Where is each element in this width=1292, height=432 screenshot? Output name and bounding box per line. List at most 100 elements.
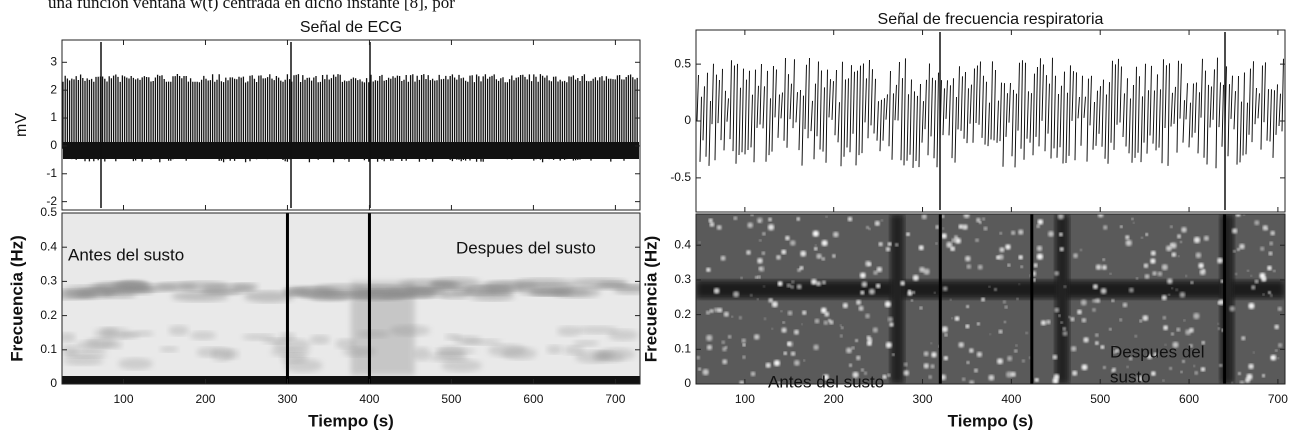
spectrogram-texture [1190,281,1194,285]
spectrogram-texture [335,338,356,349]
x-tick-label: 400 [1001,392,1021,406]
spectrogram-texture [100,327,118,339]
spectrogram-texture [1277,343,1283,348]
spectrogram-texture [171,291,229,302]
spectrogram-texture [962,224,968,230]
spectrogram-texture [437,346,466,359]
spectrogram-texture [906,232,910,237]
spectrogram-texture [557,326,581,337]
spectrogram-texture [1161,264,1168,271]
spectrogram-texture [1101,264,1107,270]
y-tick-label: 3 [50,54,57,68]
spectrogram-texture [978,221,982,224]
spectrogram-texture [919,266,925,273]
x-tick-label: 500 [1090,392,1110,406]
spectrogram-texture [1261,276,1267,282]
x-tick-label: 200 [824,392,844,406]
spectrogram-texture [963,214,970,219]
spectrogram-texture [999,247,1005,253]
spectrogram-texture [1081,317,1087,323]
plot-frame [695,213,1286,385]
spectrogram-texture [846,347,852,354]
spectrogram-texture [931,351,937,358]
y-tick-label: 0 [684,113,691,127]
spectrogram-texture [1193,236,1201,244]
spectrogram-texture [1194,371,1199,375]
spectrogram-texture [1003,320,1006,324]
spectrogram-texture [942,286,948,292]
spectrogram-texture [868,227,871,230]
spectrogram-texture [1167,278,1173,284]
spectrogram-texture [842,302,848,309]
spectrogram-texture [574,350,610,364]
spectrogram-texture [968,348,974,353]
spectrogram-texture [950,246,955,251]
spectrogram-texture [1122,302,1128,308]
spectrogram-texture [1007,263,1011,267]
spectrogram-texture [787,310,793,316]
spectrogram-texture [727,335,732,339]
spectrogram-texture [1055,214,1070,384]
spectrogram-texture [750,294,753,297]
spectrogram-texture [1092,284,1098,290]
spectrogram-texture [488,286,514,296]
spectrogram-texture [740,276,743,279]
y-tick-label: 0.2 [674,307,691,321]
spectrogram-texture [885,247,891,252]
spectrogram-texture [270,347,310,357]
spectrogram-texture [1166,245,1172,252]
spectrogram-texture [814,244,817,247]
y-tick-label: 0.4 [674,237,691,251]
spectrogram-texture [958,342,964,348]
spectrogram-texture [1277,357,1280,360]
spectrogram-texture [1270,294,1273,297]
spectrogram-texture [839,324,842,327]
spectrogram-texture [118,357,153,370]
spectrogram-texture [887,242,892,246]
spectrogram-texture [999,232,1002,235]
spectrogram-texture [62,376,640,384]
spectrogram-texture [310,292,351,302]
spectrogram-texture [1005,244,1011,250]
spectrogram-texture [576,326,619,335]
spectrogram-texture [1183,319,1186,322]
spectrogram-texture [865,313,870,319]
spectrogram-texture [882,374,887,379]
spectrogram-texture [839,334,843,338]
y-tick-label: -1 [46,166,57,180]
spectrogram-texture [1128,287,1134,293]
spectrogram-texture [563,345,585,355]
spectrogram-texture [1239,380,1245,384]
spectrogram-texture [1119,318,1123,322]
spectrogram-texture [1034,378,1039,383]
spectrogram-texture [441,359,483,372]
spectrogram-texture [895,243,899,247]
spectrogram-texture [747,222,753,228]
spectrogram-texture [873,270,878,275]
x-tick-label: 700 [1268,392,1288,406]
spectrogram-texture [1217,322,1220,325]
spectrogram-texture [1172,341,1179,348]
spectrogram-texture [1229,305,1235,312]
spectrogram-texture [912,291,916,294]
spectrogram-texture [935,242,938,245]
spectrogram-texture [1052,377,1059,384]
spectrogram-texture [196,347,223,358]
spectrogram-texture [696,355,700,360]
spectrogram-texture [1036,253,1044,260]
spectrogram-texture [1102,366,1106,370]
spectrogram-texture [1002,300,1006,304]
x-tick-label: 600 [523,392,543,406]
spectrogram-texture [1231,228,1238,234]
spectrogram-texture [1018,229,1024,235]
spectrogram-texture [722,346,727,352]
spectrogram-texture [1219,363,1223,367]
annotation: susto [1110,367,1151,386]
spectrogram-texture [714,307,719,313]
spectrogram-texture [1095,298,1101,304]
spectrogram-texture [1150,258,1156,264]
spectrogram-texture [781,327,787,333]
spectrogram-texture [977,264,983,270]
signal-trace [63,142,639,159]
spectrogram-texture [799,266,804,270]
